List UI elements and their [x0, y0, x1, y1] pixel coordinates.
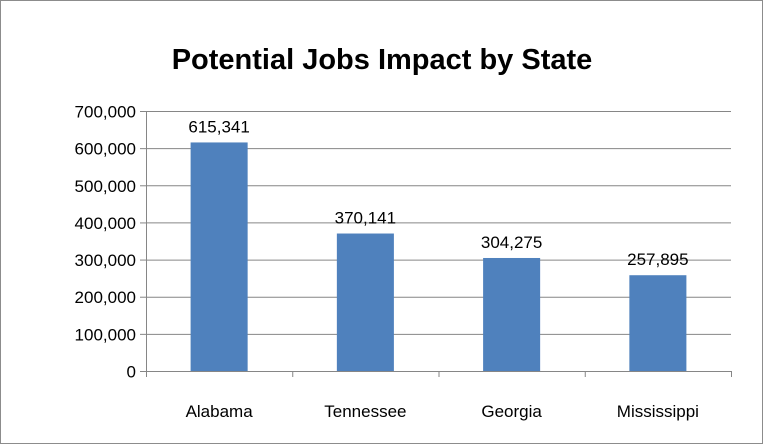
y-tick-label: 300,000 — [75, 251, 136, 270]
bar-mississippi — [629, 275, 687, 371]
y-tick-label: 200,000 — [75, 288, 136, 307]
x-tick-label: Tennessee — [324, 402, 406, 421]
data-label: 304,275 — [481, 233, 542, 252]
bar-alabama — [190, 142, 248, 371]
y-tick-label: 0 — [127, 363, 136, 382]
y-tick-label: 400,000 — [75, 214, 136, 233]
axes — [140, 111, 732, 377]
chart-title: Potential Jobs Impact by State — [172, 44, 593, 76]
x-tick-label: Alabama — [186, 402, 254, 421]
x-tick-label: Georgia — [481, 402, 542, 421]
labels: 0 100,000 200,000 300,000 400,000 500,000 600,… — [75, 103, 699, 422]
data-label: 615,341 — [188, 117, 249, 136]
y-tick-label: 100,000 — [75, 325, 136, 344]
x-tick-label: Mississippi — [617, 402, 699, 421]
y-tick-label: 500,000 — [75, 177, 136, 196]
data-label: 257,895 — [627, 250, 688, 269]
y-tick-label: 700,000 — [75, 103, 136, 122]
bar-tennessee — [336, 233, 394, 371]
bars — [190, 142, 687, 371]
bar-georgia — [483, 257, 541, 371]
y-tick-label: 600,000 — [75, 140, 136, 159]
data-label: 370,141 — [335, 209, 396, 228]
